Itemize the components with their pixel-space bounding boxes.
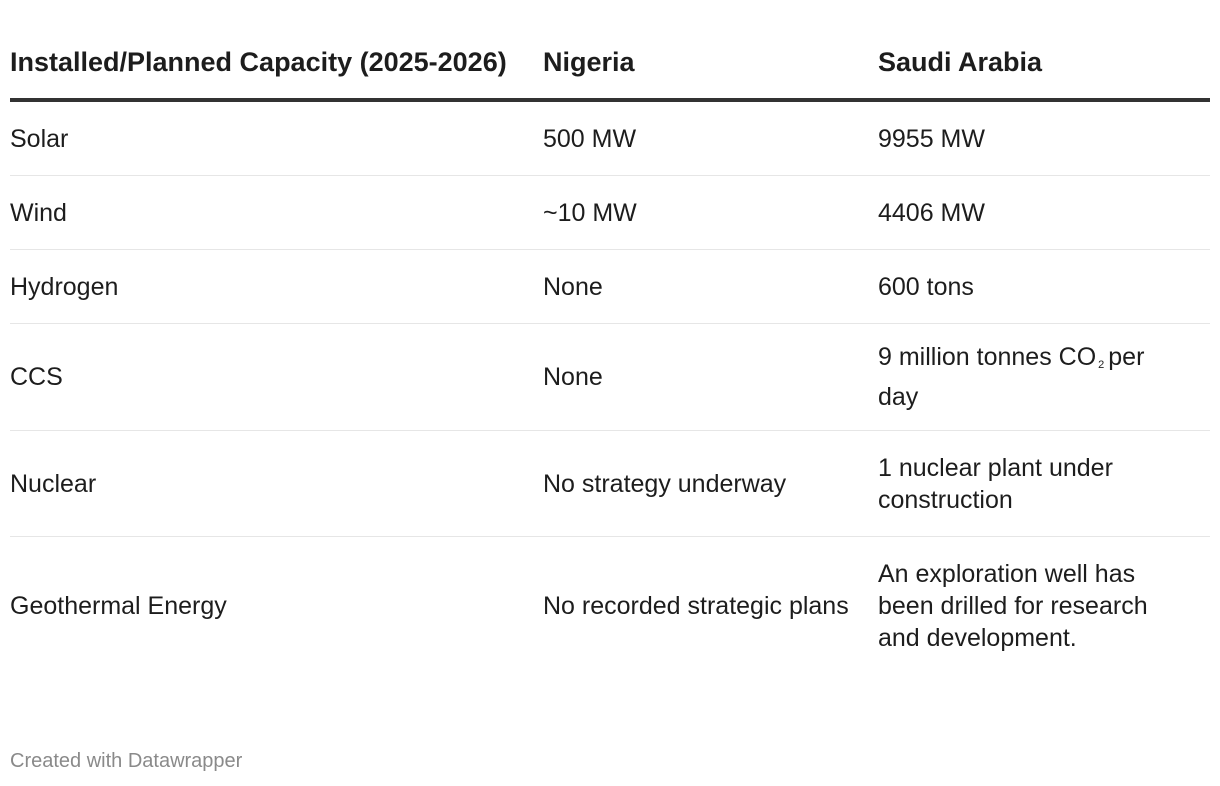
saudi-arabia-cell: 9955 MW xyxy=(878,100,1210,176)
row-label: Geothermal Energy xyxy=(10,592,227,620)
saudi-arabia-cell: 4406 MW xyxy=(878,175,1210,250)
table-row: Geothermal Energy No recorded strategic … xyxy=(10,537,1210,676)
table-row: Solar 500 MW 9955 MW xyxy=(10,100,1210,176)
capacity-table-container: Installed/Planned Capacity (2025-2026) N… xyxy=(10,0,1210,675)
table-row: Nuclear No strategy underway 1 nuclear p… xyxy=(10,430,1210,537)
nigeria-cell: ~10 MW xyxy=(543,175,878,250)
row-label: Hydrogen xyxy=(10,249,543,324)
column-header-category: Installed/Planned Capacity (2025-2026) xyxy=(10,0,543,102)
table-header: Installed/Planned Capacity (2025-2026) N… xyxy=(10,0,1210,102)
saudi-arabia-cell: 1 nuclear plant under construction xyxy=(878,430,1210,537)
saudi-arabia-cell: An exploration well has been drilled for… xyxy=(878,560,1148,652)
table-row: Wind ~10 MW 4406 MW xyxy=(10,175,1210,250)
nigeria-cell: 500 MW xyxy=(543,100,878,176)
row-label: Nuclear xyxy=(10,430,543,537)
saudi-arabia-cell: 600 tons xyxy=(878,249,1210,324)
capacity-table: Installed/Planned Capacity (2025-2026) N… xyxy=(10,0,1210,675)
header-row: Installed/Planned Capacity (2025-2026) N… xyxy=(10,0,1210,102)
datawrapper-credit: Created with Datawrapper xyxy=(10,750,243,772)
nigeria-cell: No strategy underway xyxy=(543,430,878,537)
table-row: Hydrogen None 600 tons xyxy=(10,249,1210,324)
co2-text: 9 million tonnes CO xyxy=(878,343,1097,371)
saudi-arabia-cell: 9 million tonnes CO 2 per day xyxy=(878,323,1210,431)
co2-suffix: per day xyxy=(878,343,1145,411)
nigeria-cell: None xyxy=(543,249,878,324)
column-header-nigeria: Nigeria xyxy=(543,0,878,102)
row-label: Wind xyxy=(10,175,543,250)
table-body: Solar 500 MW 9955 MW Wind ~10 MW 4406 MW… xyxy=(10,100,1210,675)
table-row: CCS None 9 million tonnes CO 2 per day xyxy=(10,323,1210,431)
row-label: Solar xyxy=(10,100,543,176)
co2-subscript: 2 xyxy=(1098,359,1105,371)
nigeria-cell: No recorded strategic plans xyxy=(543,592,849,620)
row-label: CCS xyxy=(10,323,543,431)
column-header-saudi-arabia: Saudi Arabia xyxy=(878,0,1210,102)
nigeria-cell: None xyxy=(543,323,878,431)
